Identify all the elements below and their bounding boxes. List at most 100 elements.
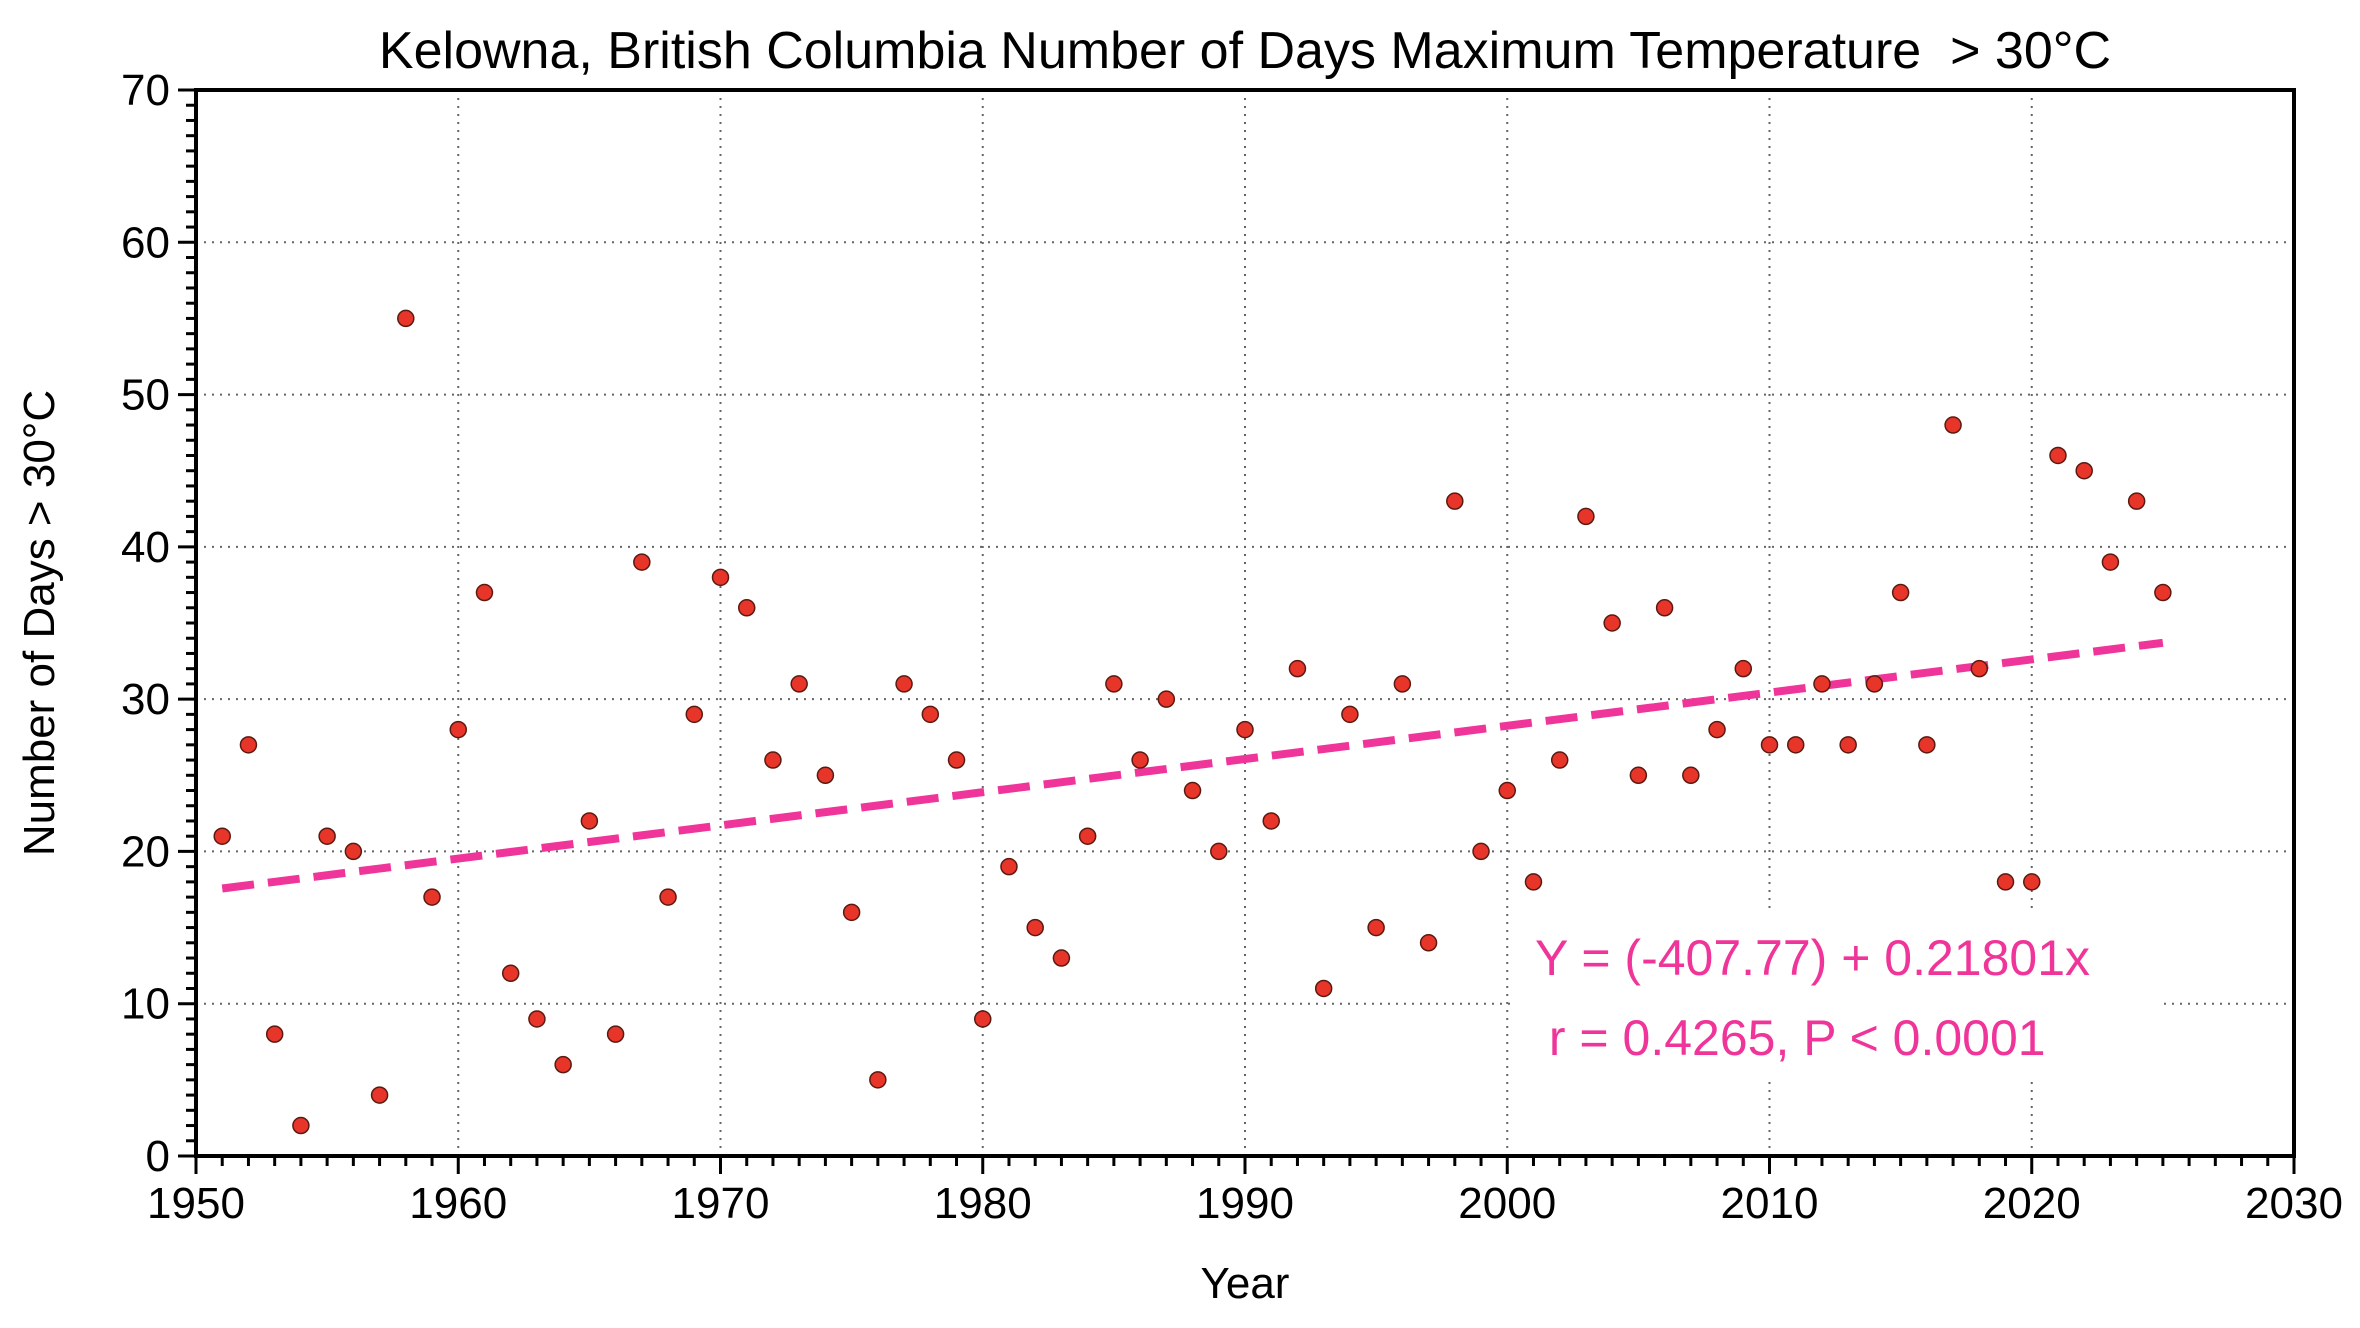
data-point [554, 1055, 572, 1074]
data-point [2101, 553, 2120, 571]
x-tick-label: 2030 [2245, 1179, 2343, 1228]
data-point [1367, 918, 1385, 937]
x-tick-label: 1960 [409, 1179, 507, 1228]
data-point [1341, 705, 1359, 724]
y-tick-label: 10 [121, 980, 170, 1029]
data-point [1105, 675, 1123, 693]
data-point [869, 1071, 887, 1089]
trendline-layer [221, 638, 2164, 893]
data-point [1157, 690, 1176, 708]
data-point [1996, 873, 2015, 891]
data-point [1918, 736, 1936, 754]
data-point [1210, 842, 1228, 861]
data-point [974, 1010, 992, 1028]
data-point [1262, 812, 1280, 830]
regression-equation: Y = (-407.77) + 0.21801x [1535, 930, 2090, 986]
data-point [1786, 736, 1805, 754]
data-point [1944, 416, 1962, 434]
y-tick-label: 50 [121, 371, 170, 420]
data-point [659, 888, 677, 906]
data-point [397, 309, 415, 328]
data-point [1000, 857, 1018, 876]
chart-title: Kelowna, British Columbia Number of Days… [379, 22, 2111, 80]
data-point [1419, 934, 1438, 952]
data-point [1524, 873, 1543, 891]
data-point [921, 705, 940, 724]
data-point [2023, 873, 2041, 891]
y-axis-label: Number of Days > 30°C [15, 390, 64, 856]
y-tick-label: 30 [121, 675, 170, 724]
data-point [423, 888, 441, 906]
data-point [1970, 659, 1989, 678]
data-point [947, 751, 966, 769]
data-point [239, 736, 258, 754]
data-point [2075, 461, 2093, 480]
annotation-background [1515, 912, 2160, 1077]
y-tick-label: 40 [121, 523, 170, 572]
y-tick-label: 60 [121, 218, 170, 267]
data-point [685, 705, 704, 724]
data-point [449, 720, 467, 739]
data-point [370, 1086, 389, 1104]
data-point [895, 675, 913, 693]
data-point [2049, 446, 2067, 465]
data-point [2154, 583, 2172, 602]
x-axis-label: Year [1201, 1259, 1290, 1308]
annotation-box: Y = (-407.77) + 0.21801x r = 0.4265, P <… [1515, 912, 2160, 1077]
data-point [1393, 675, 1412, 693]
data-point [501, 964, 520, 983]
x-tick-label: 2020 [1983, 1179, 2081, 1228]
data-point [606, 1025, 625, 1043]
x-tick-label: 1990 [1196, 1179, 1294, 1228]
x-tick-label: 1950 [147, 1179, 245, 1228]
trendline [221, 638, 2164, 893]
data-point [737, 599, 756, 617]
data-point [1498, 781, 1516, 800]
data-point [1472, 842, 1490, 861]
data-point [1131, 751, 1149, 769]
data-point [842, 903, 861, 922]
data-point [265, 1025, 284, 1043]
data-point [1236, 720, 1254, 739]
data-point [1891, 583, 1910, 602]
data-point [580, 812, 599, 830]
data-point [1865, 675, 1884, 693]
y-tick-label: 20 [121, 827, 170, 876]
data-point [475, 583, 494, 602]
data-point [1314, 979, 1333, 998]
data-point [1629, 766, 1648, 785]
data-point [816, 766, 835, 785]
data-point [318, 827, 336, 845]
data-point [2127, 492, 2146, 510]
data-point [711, 568, 730, 587]
data-point [1682, 766, 1700, 785]
data-point [1734, 659, 1753, 678]
data-point [1760, 736, 1779, 754]
x-tick-label: 1980 [934, 1179, 1032, 1228]
data-point [1839, 736, 1857, 754]
x-tick-label: 1970 [672, 1179, 770, 1228]
y-tick-label: 0 [146, 1132, 170, 1181]
y-tick-label: 70 [121, 66, 170, 115]
data-point [1446, 492, 1464, 510]
tick-labels: 1950 1960 1970 1980 1990 2000 2010 2020 20300102… [121, 66, 2343, 1228]
x-tick-label: 2000 [1458, 1179, 1556, 1228]
data-point [528, 1010, 546, 1028]
data-point [292, 1116, 310, 1135]
data-point [1052, 949, 1071, 967]
data-point [344, 842, 363, 861]
data-point [1026, 918, 1044, 937]
data-point [1078, 827, 1097, 845]
data-point [1288, 659, 1307, 678]
correlation-stats: r = 0.4265, P < 0.0001 [1535, 1010, 2046, 1066]
data-point [1550, 751, 1569, 769]
data-point [633, 553, 651, 571]
axis-ticks [178, 88, 2296, 1174]
data-point [1813, 675, 1831, 693]
data-point [1603, 614, 1621, 632]
data-point [790, 675, 808, 693]
data-point [213, 827, 231, 845]
data-points [213, 309, 2172, 1135]
x-tick-label: 2010 [1721, 1179, 1819, 1228]
